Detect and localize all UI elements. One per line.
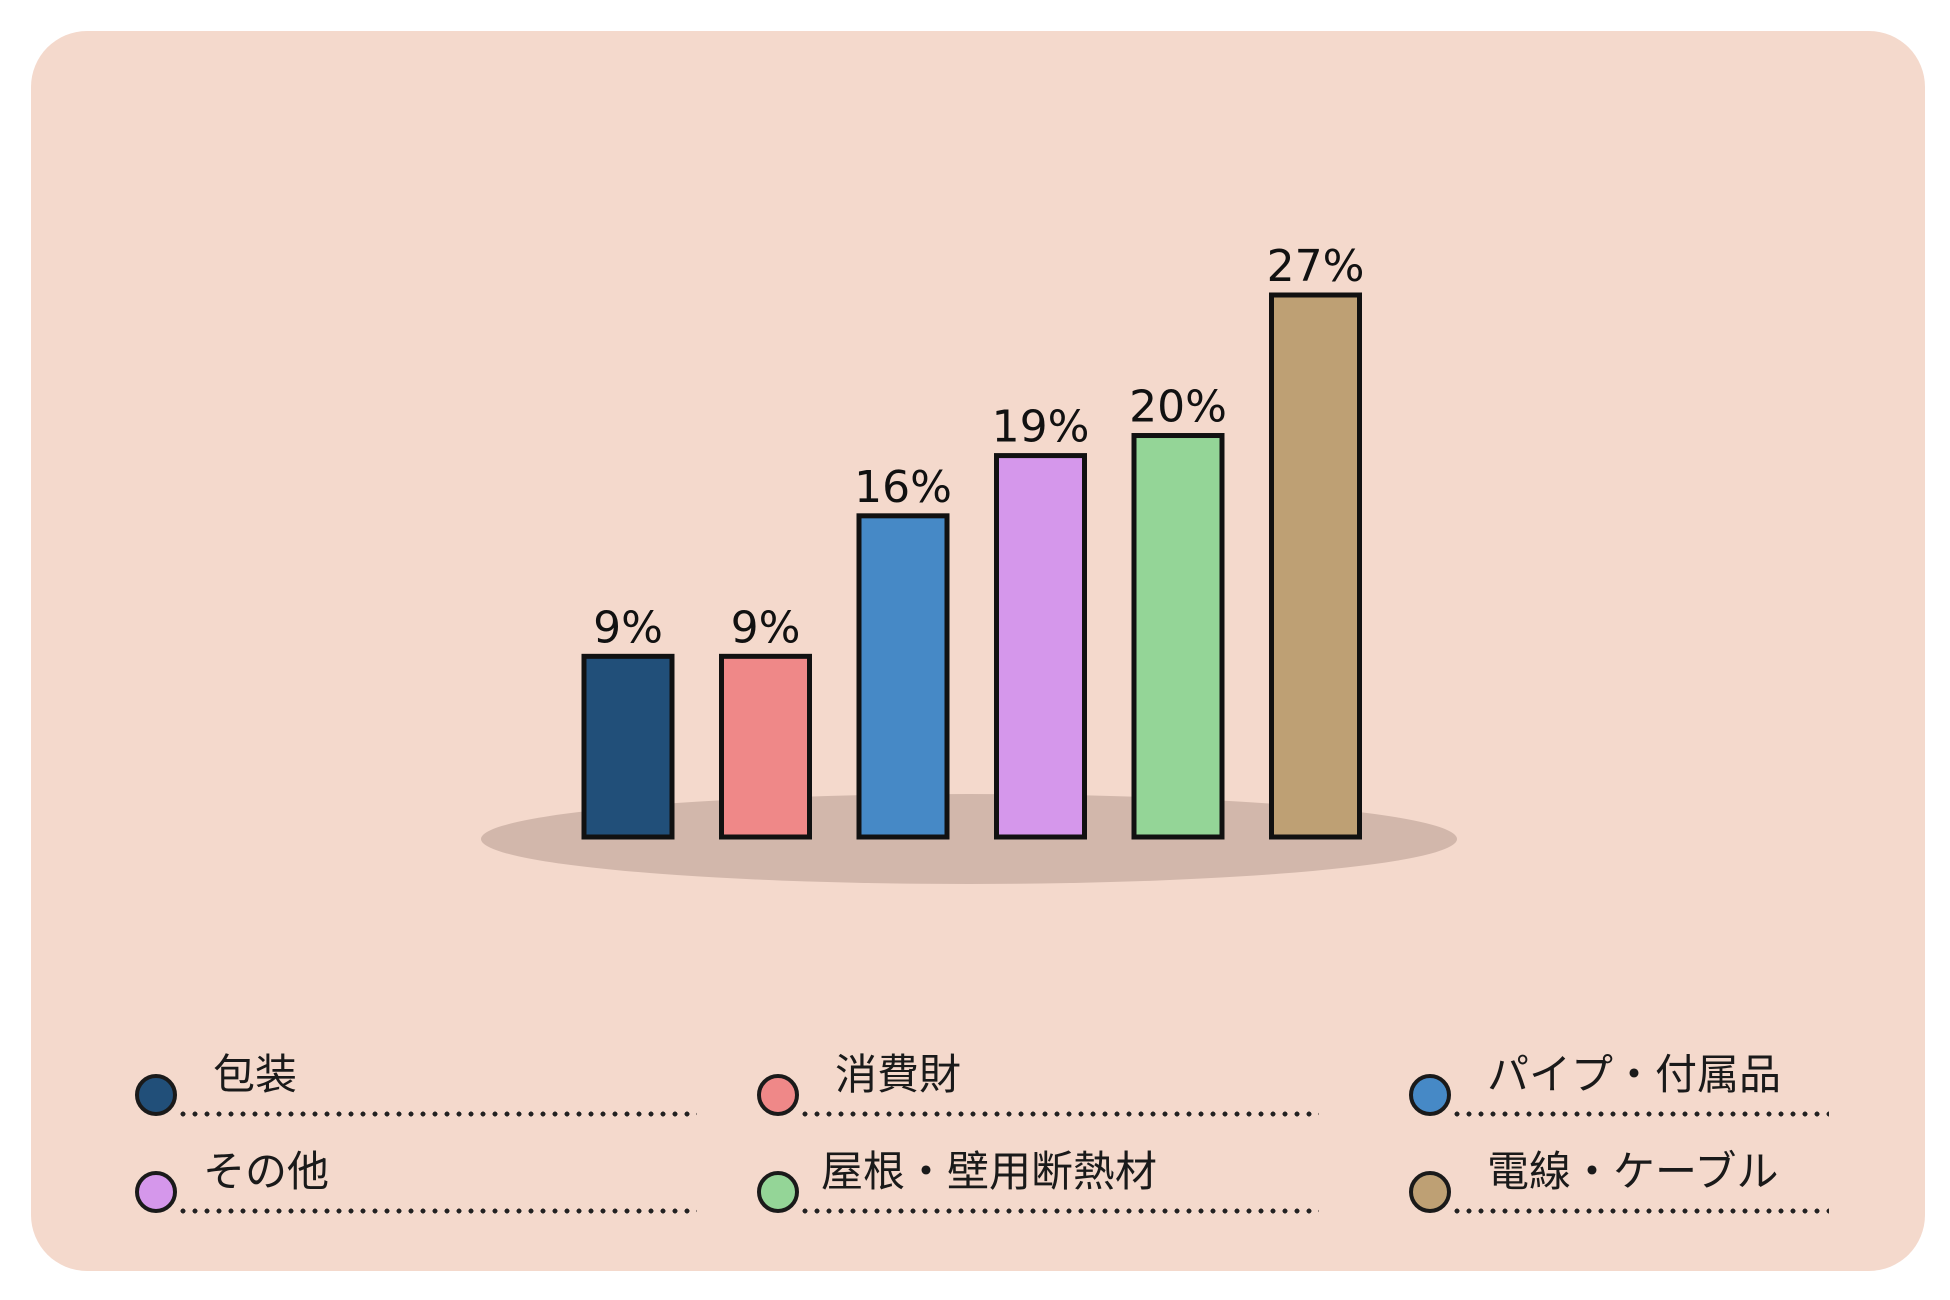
bar-value-label-3: 16% <box>854 462 952 513</box>
legend-item-pipes-fittings: パイプ・付属品 <box>1409 1050 1950 1124</box>
chart-card: 9% 9% 16% 19% 20% 27% 包装 消費財 パイプ・付属品 その他 屋根・壁… <box>31 31 1925 1271</box>
legend-item-consumer-goods: 消費財 <box>757 1050 1319 1124</box>
legend-swatch <box>757 1074 799 1116</box>
legend-item-roof-wall-insulation: 屋根・壁用断熱材 <box>757 1147 1319 1221</box>
legend-swatch <box>135 1171 177 1213</box>
legend-dotted-leader <box>799 1111 1319 1117</box>
legend-label: 包装 <box>213 1050 298 1099</box>
legend-label: 電線・ケーブル <box>1487 1147 1779 1196</box>
bar-1 <box>581 653 675 840</box>
bar-value-label-4: 19% <box>992 402 1090 453</box>
legend-label: パイプ・付属品 <box>1487 1050 1782 1099</box>
legend-swatch <box>757 1171 799 1213</box>
bar-value-label-6: 27% <box>1267 241 1365 292</box>
bar-value-label-2: 9% <box>731 602 801 653</box>
legend-item-other: その他 <box>135 1147 697 1221</box>
bar-3 <box>856 513 950 840</box>
legend-swatch <box>1409 1074 1451 1116</box>
bar-5 <box>1131 433 1225 840</box>
legend-label: 消費財 <box>835 1050 962 1099</box>
legend-dotted-leader <box>1451 1208 1829 1214</box>
legend-swatch <box>135 1074 177 1116</box>
bar-value-label-5: 20% <box>1129 382 1227 433</box>
bar-chart: 9% 9% 16% 19% 20% 27% <box>481 241 1457 884</box>
legend-dotted-leader <box>177 1111 697 1117</box>
legend-dotted-leader <box>799 1208 1319 1214</box>
bar-4 <box>994 453 1087 840</box>
legend-label: 屋根・壁用断熱材 <box>821 1147 1158 1196</box>
bars-group <box>581 292 1362 840</box>
bar-6 <box>1269 292 1362 840</box>
legend-item-wires-cables: 電線・ケーブル <box>1409 1147 1950 1221</box>
legend-label: その他 <box>203 1147 330 1196</box>
legend-dotted-leader <box>1451 1111 1829 1117</box>
legend-dotted-leader <box>177 1208 697 1214</box>
legend-swatch <box>1409 1171 1451 1213</box>
legend-item-packaging: 包装 <box>135 1050 697 1124</box>
bar-2 <box>719 653 812 840</box>
bar-value-label-1: 9% <box>593 602 663 653</box>
value-labels-group: 9% 9% 16% 19% 20% 27% <box>593 241 1364 653</box>
